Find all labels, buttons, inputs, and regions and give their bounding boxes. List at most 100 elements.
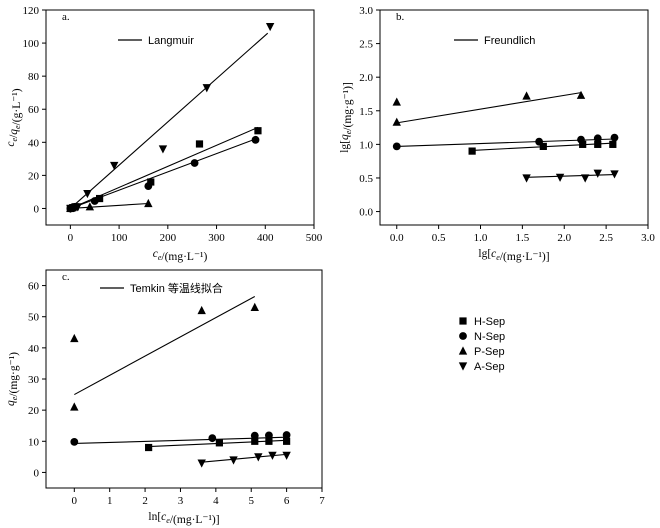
langmuir-point-a-sep [73, 203, 82, 212]
temkin-point-h-sep [251, 437, 259, 445]
freundlich-x-tick-label: 0.5 [432, 232, 446, 244]
legend-label-h-sep: H-Sep [474, 316, 505, 328]
temkin-y-tick-label: 40 [28, 343, 40, 355]
freundlich-y-axis-label: lg[qe/(mg·g⁻¹)] [339, 82, 354, 153]
langmuir-y-tick-label: 80 [28, 71, 40, 83]
temkin-series-n-sep [70, 431, 291, 446]
temkin-point-n-sep [250, 431, 259, 440]
freundlich-x-tick-label: 1.0 [474, 232, 488, 244]
freundlich-title: Freundlich [484, 35, 535, 47]
langmuir-point-h-sep [147, 178, 155, 186]
langmuir-fit-line-p-sep [70, 202, 149, 210]
langmuir-chart: 0 100 200 300 400 500 0 20 40 60 80 100 120 ce/(mg·L⁻… [5, 5, 323, 263]
langmuir-y-tick-label: 20 [28, 170, 40, 182]
freundlich-point-a-sep [555, 173, 565, 182]
temkin-point-p-sep [197, 305, 206, 315]
langmuir-y-tick-label: 40 [28, 137, 40, 149]
legend-label-n-sep: N-Sep [474, 331, 505, 343]
freundlich-point-h-sep [468, 147, 476, 155]
temkin-point-n-sep [208, 434, 217, 443]
langmuir-y-axis-label: ce/qe/(g·L⁻¹) [5, 88, 23, 146]
freundlich-x-tick-label: 2.0 [557, 232, 571, 244]
temkin-x-tick-label: 2 [142, 495, 148, 507]
freundlich-point-a-sep [593, 169, 602, 178]
temkin-panel-label: c. [62, 271, 70, 283]
freundlich-point-p-sep [392, 117, 401, 126]
temkin-point-p-sep [70, 402, 79, 411]
temkin-point-a-sep [268, 451, 277, 460]
langmuir-point-n-sep [144, 182, 153, 191]
freundlich-point-a-sep [610, 170, 619, 179]
freundlich-y-tick-label: 1.5 [359, 106, 373, 118]
temkin-point-a-sep [197, 459, 206, 468]
langmuir-point-a-sep [265, 22, 275, 32]
langmuir-point-a-sep [202, 84, 211, 93]
temkin-series-a-sep [197, 451, 291, 468]
temkin-point-h-sep [283, 437, 291, 445]
langmuir-x-tick-label: 0 [68, 232, 74, 244]
temkin-x-tick-label: 7 [319, 495, 325, 507]
freundlich-series-h-sep [468, 140, 617, 155]
legend-item-h-sep: H-Sep [459, 316, 505, 328]
freundlich-fit-line-p-sep [396, 92, 582, 124]
freundlich-series-n-sep [392, 133, 619, 151]
langmuir-x-tick-label: 500 [306, 232, 323, 244]
langmuir-x-tick-label: 100 [111, 232, 128, 244]
langmuir-series-a-sep [66, 22, 275, 214]
freundlich-x-tick-label: 3.0 [641, 232, 655, 244]
legend-marker-n-sep [459, 332, 467, 340]
freundlich-y-tick-label: 2.5 [359, 39, 373, 51]
temkin-point-p-sep [250, 302, 259, 311]
temkin-fit-line-p-sep [74, 295, 256, 396]
freundlich-point-a-sep [522, 174, 531, 183]
temkin-point-a-sep [254, 453, 263, 462]
langmuir-fit-line-n-sep [70, 138, 256, 209]
freundlich-point-p-sep [392, 97, 401, 106]
freundlich-x-tick-label: 0.0 [390, 232, 404, 244]
freundlich-y-tick-label: 0.0 [359, 207, 373, 219]
temkin-point-a-sep [229, 456, 238, 465]
langmuir-point-h-sep [254, 127, 262, 135]
langmuir-y-tick-label: 60 [28, 104, 40, 116]
freundlich-y-tick-label: 1.0 [359, 139, 373, 151]
freundlich-point-p-sep [522, 91, 531, 100]
freundlich-point-a-sep [580, 174, 590, 183]
temkin-fit-line-n-sep [74, 436, 287, 445]
temkin-title: Temkin 等温线拟合 [130, 281, 223, 295]
langmuir-point-a-sep [83, 189, 92, 199]
temkin-point-n-sep [265, 431, 273, 440]
freundlich-fit-line-a-sep [526, 174, 615, 178]
langmuir-panel-label: a. [62, 11, 70, 23]
temkin-y-tick-label: 50 [28, 312, 40, 324]
temkin-point-h-sep [215, 439, 223, 447]
temkin-point-p-sep [70, 333, 79, 343]
temkin-y-tick-label: 0 [34, 467, 40, 479]
freundlich-y-tick-label: 2.0 [359, 72, 373, 84]
freundlich-point-h-sep [539, 142, 547, 150]
temkin-y-tick-label: 30 [28, 374, 40, 386]
freundlich-point-h-sep [609, 140, 617, 148]
legend-label-a-sep: A-Sep [474, 361, 505, 373]
temkin-series-p-sep [70, 295, 259, 411]
langmuir-y-tick-label: 120 [23, 5, 40, 17]
freundlich-point-n-sep [593, 134, 602, 143]
temkin-y-tick-label: 10 [28, 436, 40, 448]
temkin-x-axis-label: ln[ce/(mg·L⁻¹)] [148, 511, 219, 526]
langmuir-point-h-sep [96, 194, 104, 203]
freundlich-y-tick-label: 3.0 [359, 5, 373, 17]
langmuir-point-p-sep [85, 202, 95, 211]
freundlich-x-tick-label: 2.5 [599, 232, 613, 244]
langmuir-fit-line-a-sep [69, 32, 269, 209]
freundlich-point-n-sep [535, 137, 544, 146]
freundlich-x-tick-label: 1.5 [516, 232, 530, 244]
langmuir-x-tick-label: 200 [160, 232, 177, 244]
freundlich-series-a-sep [522, 169, 619, 183]
temkin-point-h-sep [145, 443, 153, 452]
freundlich-point-n-sep [577, 135, 585, 144]
langmuir-plot-frame [45, 9, 315, 226]
temkin-chart: 0 1 2 3 4 5 6 7 0 10 20 30 40 50 60 ln[ce/(mg·L⁻¹)] qe/(… [5, 269, 325, 526]
legend-item-p-sep: P-Sep [458, 346, 505, 358]
langmuir-point-a-sep [66, 204, 75, 214]
temkin-x-tick-label: 6 [284, 495, 290, 507]
langmuir-x-tick-label: 400 [257, 232, 274, 244]
